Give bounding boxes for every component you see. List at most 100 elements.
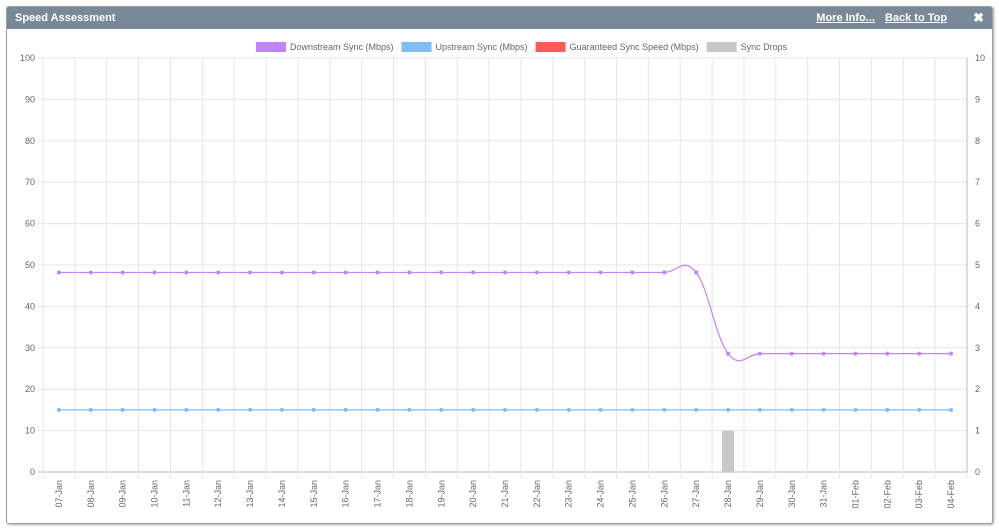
- data-point: [248, 270, 253, 275]
- y-tick-label: 30: [25, 343, 35, 353]
- data-point: [662, 270, 667, 275]
- y2-tick-label: 8: [975, 136, 980, 146]
- data-point: [343, 270, 348, 275]
- data-point: [343, 407, 348, 412]
- y-tick-label: 80: [25, 136, 35, 146]
- y-tick-label: 100: [20, 53, 35, 63]
- x-tick-label: 17-Jan: [373, 480, 383, 508]
- data-point: [694, 407, 699, 412]
- x-tick-label: 16-Jan: [341, 480, 351, 508]
- data-point: [503, 407, 507, 412]
- x-tick-label: 31-Jan: [819, 480, 829, 508]
- series-line: [58, 264, 952, 362]
- y-tick-label: 0: [30, 467, 35, 477]
- data-point: [566, 270, 571, 275]
- x-tick-label: 15-Jan: [309, 480, 319, 508]
- close-icon[interactable]: ✖: [973, 10, 984, 25]
- sync-drop-bar: [722, 430, 735, 472]
- data-point: [949, 351, 954, 356]
- legend-swatch: [401, 42, 432, 52]
- panel-header: Speed Assessment More Info... Back to To…: [7, 7, 992, 29]
- x-tick-label: 07-Jan: [54, 480, 64, 508]
- data-point: [120, 270, 125, 275]
- data-point: [311, 270, 316, 275]
- data-point: [598, 270, 603, 275]
- data-point: [566, 407, 571, 412]
- x-tick-label: 02-Feb: [882, 480, 892, 509]
- data-point: [471, 270, 476, 275]
- x-tick-label: 11-Jan: [181, 480, 191, 507]
- y2-tick-label: 2: [975, 384, 980, 394]
- x-tick-label: 13-Jan: [245, 480, 255, 508]
- panel-title: Speed Assessment: [15, 12, 116, 24]
- y2-tick-label: 5: [975, 260, 980, 270]
- data-point: [152, 270, 157, 275]
- legend-swatch: [706, 42, 737, 52]
- data-point: [662, 407, 667, 412]
- y2-tick-label: 9: [975, 94, 980, 104]
- data-point: [375, 270, 380, 275]
- data-point: [503, 270, 507, 275]
- x-tick-label: 19-Jan: [436, 480, 446, 508]
- y-tick-label: 60: [25, 219, 35, 229]
- chart: 0 10 20 30 40 50 60 70 80 90 100 0 1 2 3 4 5 6 7 8 9 10 07-Jan…: [20, 42, 985, 509]
- data-point: [630, 407, 635, 412]
- y2-tick-label: 1: [975, 426, 980, 436]
- x-tick-label: 01-Feb: [850, 480, 860, 509]
- x-tick-label: 25-Jan: [627, 480, 637, 508]
- data-point: [439, 270, 444, 275]
- y2-tick-label: 4: [975, 301, 980, 311]
- legend-swatch: [535, 42, 566, 52]
- y-tick-label: 10: [25, 426, 35, 436]
- data-point: [88, 270, 93, 275]
- data-point: [726, 351, 731, 356]
- speed-assessment-panel: Speed Assessment More Info... Back to To…: [6, 6, 993, 524]
- x-tick-label: 09-Jan: [118, 480, 128, 508]
- x-tick-label: 26-Jan: [659, 480, 669, 508]
- data-point: [248, 407, 253, 412]
- x-tick-label: 27-Jan: [691, 480, 701, 508]
- data-point: [375, 407, 380, 412]
- data-point: [917, 351, 922, 356]
- x-tick-label: 10-Jan: [150, 480, 160, 508]
- y2-tick-label: 0: [975, 467, 980, 477]
- data-point: [216, 270, 221, 275]
- x-tick-label: 04-Feb: [946, 480, 956, 509]
- data-point: [917, 407, 922, 412]
- data-point: [56, 407, 61, 412]
- data-point: [407, 407, 412, 412]
- x-tick-label: 21-Jan: [500, 480, 510, 508]
- x-tick-label: 22-Jan: [532, 480, 542, 508]
- data-point: [120, 407, 125, 412]
- data-point: [184, 407, 189, 412]
- data-point: [534, 407, 539, 412]
- data-point: [630, 270, 635, 275]
- data-point: [311, 407, 316, 412]
- y2-tick-label: 10: [975, 53, 985, 63]
- x-tick-label: 20-Jan: [468, 480, 478, 508]
- data-point: [407, 270, 412, 275]
- data-point: [789, 351, 794, 356]
- legend-label: Upstream Sync (Mbps): [436, 42, 528, 52]
- x-tick-label: 24-Jan: [596, 480, 606, 508]
- x-tick-label: 14-Jan: [277, 480, 287, 508]
- y2-tick-label: 3: [975, 343, 980, 353]
- y-tick-label: 50: [25, 260, 35, 270]
- data-point: [757, 351, 762, 356]
- data-point: [885, 407, 890, 412]
- back-to-top-link[interactable]: Back to Top: [884, 12, 948, 24]
- data-point: [757, 407, 762, 412]
- data-point: [821, 407, 826, 412]
- x-tick-label: 08-Jan: [86, 480, 96, 508]
- data-point: [56, 270, 61, 275]
- data-point: [439, 407, 444, 412]
- data-point: [534, 270, 539, 275]
- data-point: [598, 407, 603, 412]
- legend-swatch: [256, 42, 286, 52]
- x-tick-label: 28-Jan: [723, 480, 733, 508]
- data-point: [821, 351, 826, 356]
- more-info-link[interactable]: More Info...: [816, 12, 875, 24]
- data-point: [216, 407, 221, 412]
- x-tick-label: 03-Feb: [914, 480, 924, 509]
- data-point: [694, 270, 699, 275]
